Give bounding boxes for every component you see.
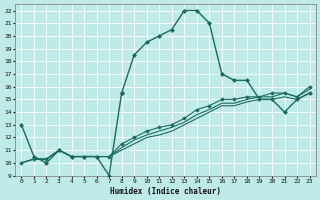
X-axis label: Humidex (Indice chaleur): Humidex (Indice chaleur) [110, 187, 221, 196]
